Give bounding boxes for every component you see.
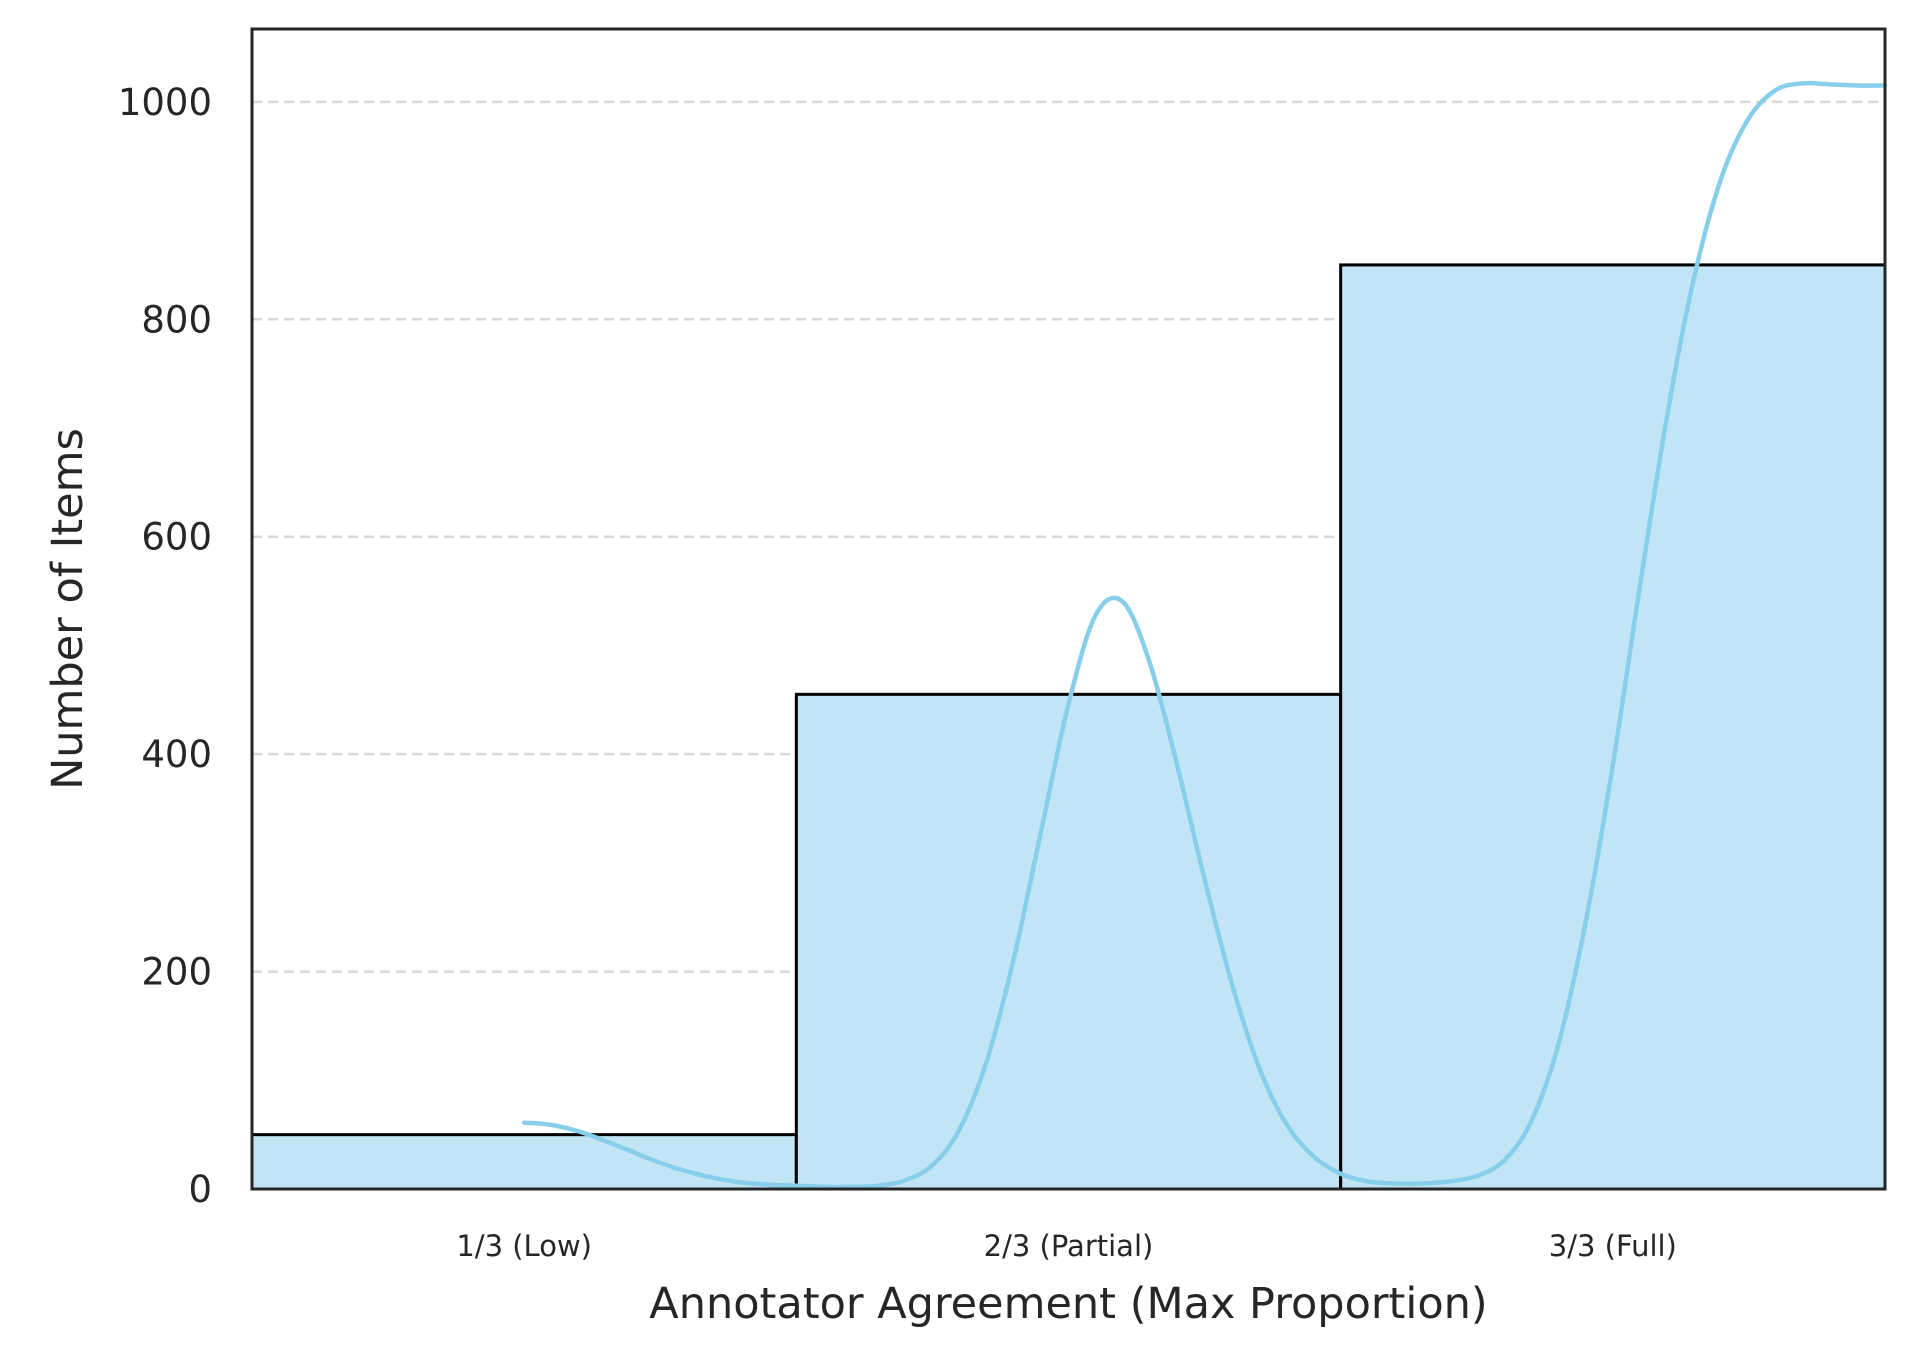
plot-frame (250, 27, 1887, 1191)
x-tick-label-2: 2/3 (Partial) (984, 1229, 1154, 1263)
y-tick-label-800: 800 (141, 298, 212, 341)
bar-2 (794, 692, 1343, 1191)
y-tick-label-600: 600 (141, 516, 212, 559)
bars (250, 263, 1887, 1191)
kde-curve-group (521, 80, 1888, 1190)
y-tick-label-400: 400 (141, 733, 212, 776)
y-tick-label-1000: 1000 (118, 81, 212, 124)
bar-3 (1339, 263, 1887, 1191)
x-tick-label-1: 1/3 (Low) (456, 1229, 592, 1263)
y-axis-title: Number of Items (43, 428, 93, 790)
y-tick-label-200: 200 (141, 951, 212, 994)
x-axis-title: Annotator Agreement (Max Proportion) (649, 1279, 1487, 1329)
x-tick-label-3: 3/3 (Full) (1549, 1229, 1677, 1263)
x-tick-labels: 1/3 (Low) 2/3 (Partial) 3/3 (Full) (456, 1229, 1677, 1263)
y-tick-label-0: 0 (188, 1168, 212, 1211)
kde-curve (521, 80, 1888, 1190)
y-tick-labels: 0 200 400 600 800 1000 (118, 81, 212, 1211)
bar-1 (250, 1133, 798, 1191)
